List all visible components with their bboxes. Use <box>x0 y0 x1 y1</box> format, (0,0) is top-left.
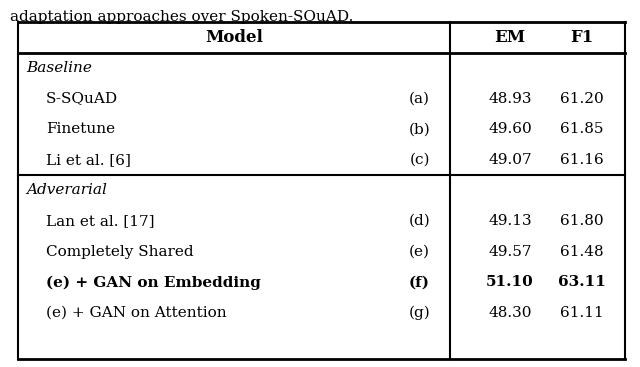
Text: Li et al. [6]: Li et al. [6] <box>46 153 131 167</box>
Text: 63.11: 63.11 <box>558 275 606 290</box>
Text: (e) + GAN on Attention: (e) + GAN on Attention <box>46 306 227 320</box>
Text: 49.13: 49.13 <box>488 214 532 228</box>
Text: (a): (a) <box>409 92 430 106</box>
Text: 49.07: 49.07 <box>488 153 532 167</box>
Text: 61.80: 61.80 <box>560 214 604 228</box>
Text: (c): (c) <box>410 153 430 167</box>
Text: 61.48: 61.48 <box>560 245 604 259</box>
Text: (d): (d) <box>408 214 430 228</box>
Text: Model: Model <box>205 29 263 46</box>
Text: Finetune: Finetune <box>46 122 115 136</box>
Text: 49.60: 49.60 <box>488 122 532 136</box>
Text: F1: F1 <box>570 29 594 46</box>
Text: 61.85: 61.85 <box>560 122 604 136</box>
Text: 61.20: 61.20 <box>560 92 604 106</box>
Text: Completely Shared: Completely Shared <box>46 245 194 259</box>
Text: 49.57: 49.57 <box>488 245 532 259</box>
Text: (b): (b) <box>408 122 430 136</box>
Text: (e): (e) <box>409 245 430 259</box>
Text: adaptation approaches over Spoken-SQuAD.: adaptation approaches over Spoken-SQuAD. <box>10 10 353 24</box>
Text: 61.16: 61.16 <box>560 153 604 167</box>
Text: (g): (g) <box>408 306 430 320</box>
Text: 48.30: 48.30 <box>488 306 532 320</box>
Text: (f): (f) <box>409 275 430 290</box>
Text: 48.93: 48.93 <box>488 92 532 106</box>
Text: (e) + GAN on Embedding: (e) + GAN on Embedding <box>46 275 261 290</box>
Text: EM: EM <box>495 29 525 46</box>
Text: S-SQuAD: S-SQuAD <box>46 92 118 106</box>
Text: 51.10: 51.10 <box>486 275 534 290</box>
Text: Baseline: Baseline <box>26 61 92 75</box>
Text: Adverarial: Adverarial <box>26 184 107 197</box>
Text: Lan et al. [17]: Lan et al. [17] <box>46 214 154 228</box>
Text: 61.11: 61.11 <box>560 306 604 320</box>
